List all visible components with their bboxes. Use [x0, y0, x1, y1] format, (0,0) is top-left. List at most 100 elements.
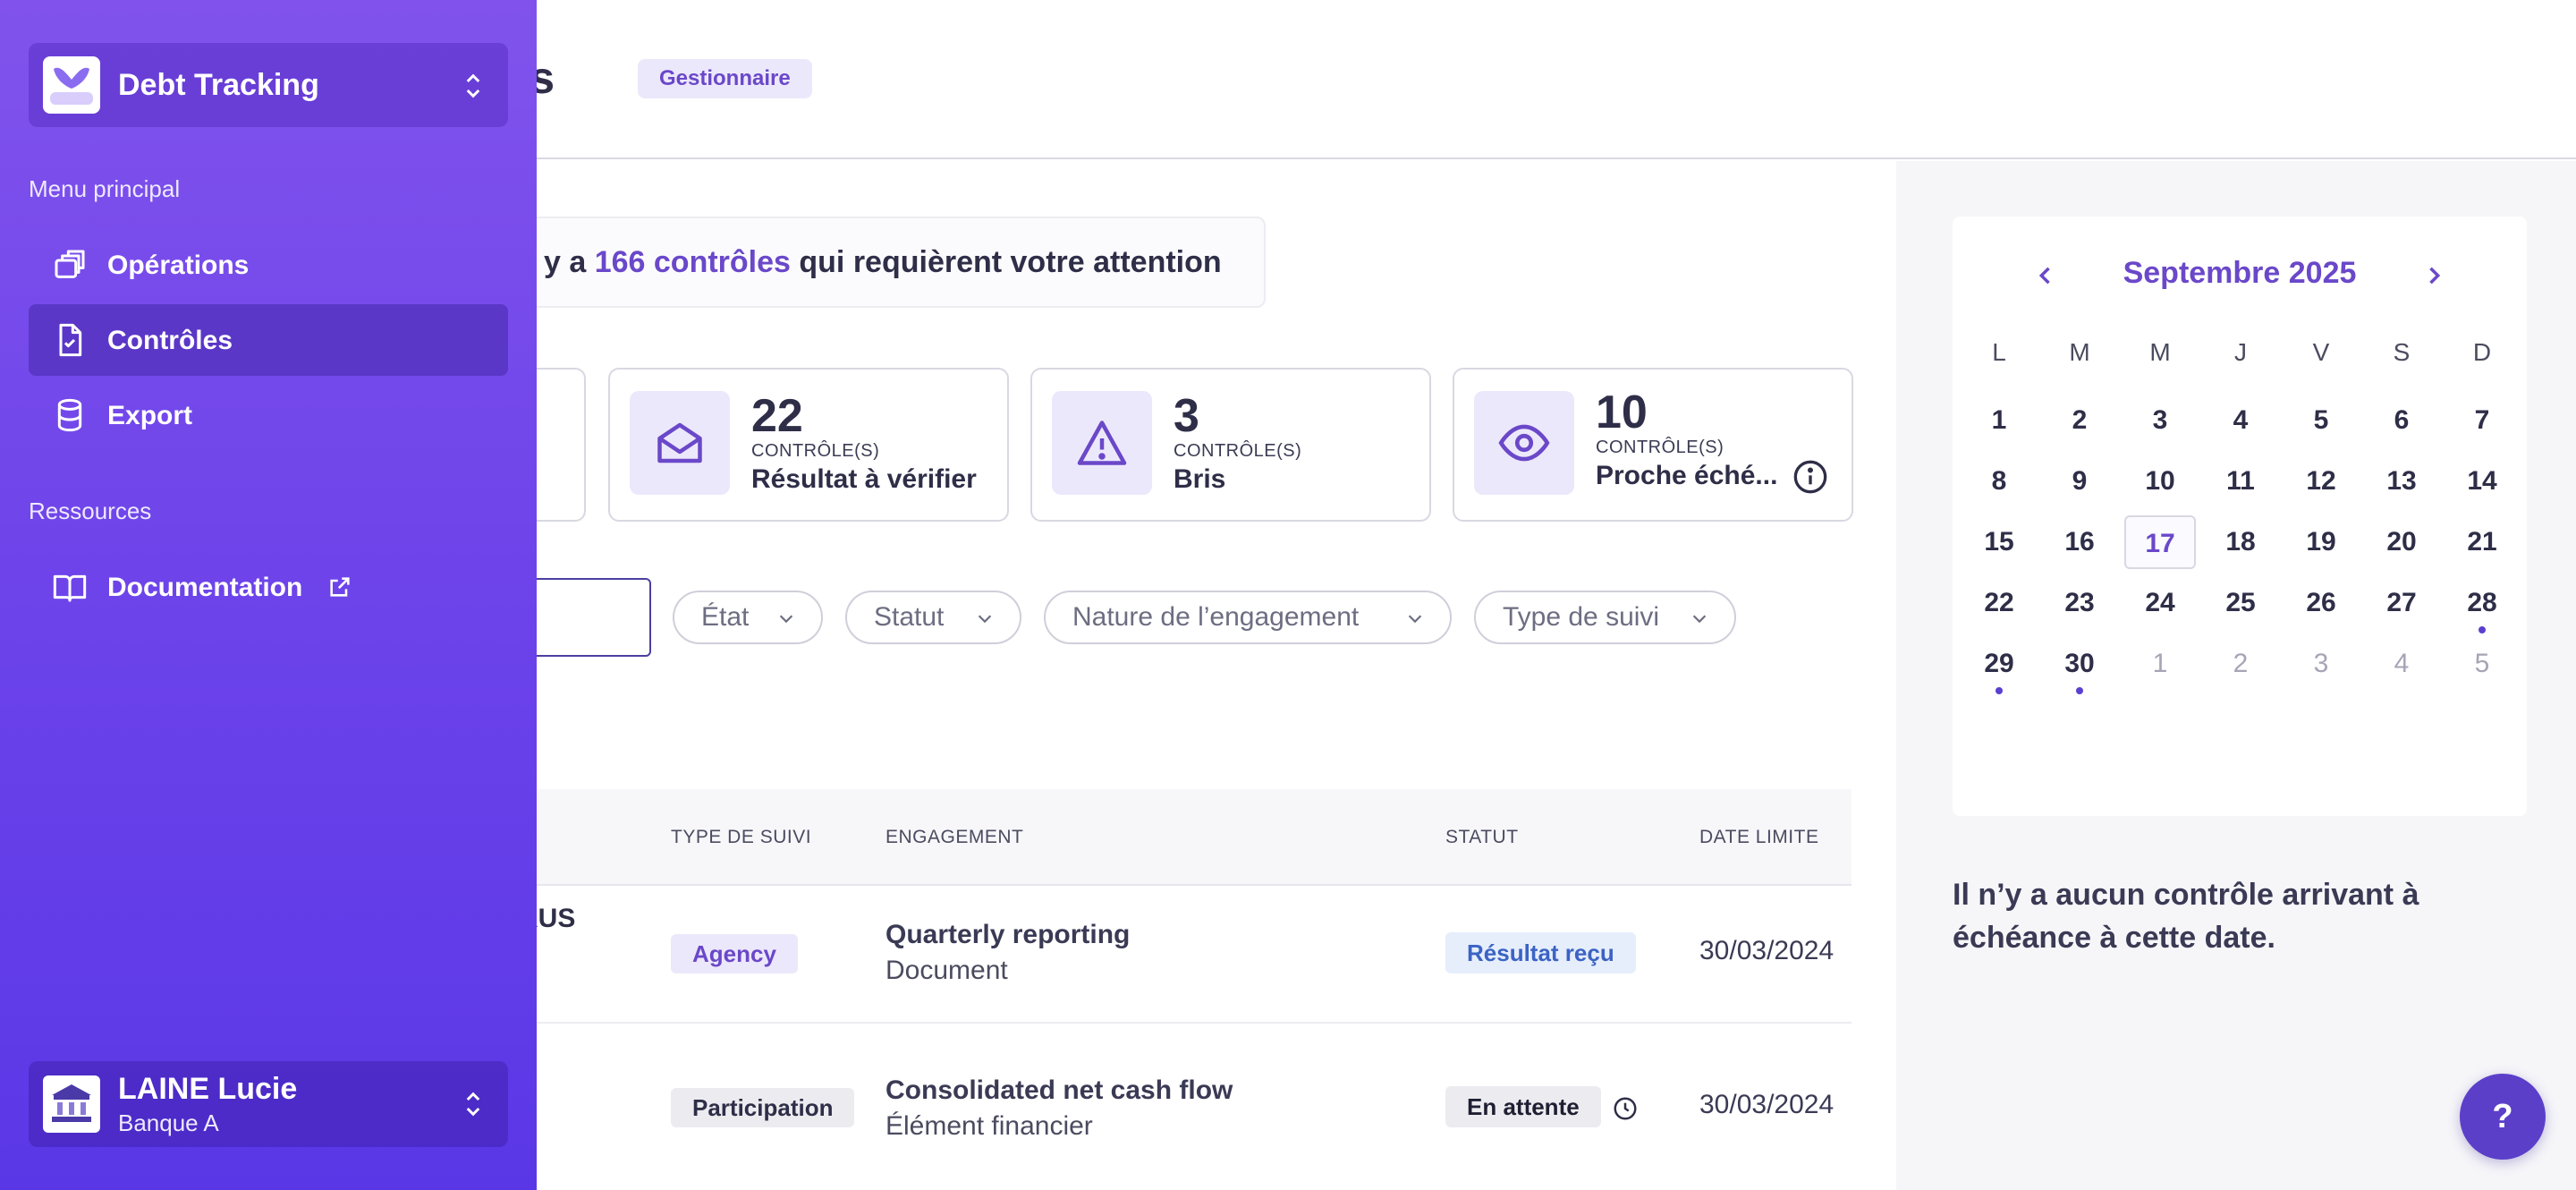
calendar-day[interactable]: 7: [2474, 405, 2490, 435]
calendar-day[interactable]: 2: [2072, 405, 2088, 435]
calendar-day[interactable]: 5: [2474, 649, 2490, 678]
file-check-icon: [59, 323, 82, 357]
chevron-down-icon: [779, 615, 793, 624]
calendar-day[interactable]: 5: [2313, 405, 2329, 435]
stat-value: 3: [1174, 390, 1199, 442]
attention-count[interactable]: 166 contrôles: [594, 245, 791, 279]
next-month-button[interactable]: [2416, 258, 2452, 293]
filter-nature[interactable]: Nature de l’engagement: [1044, 591, 1452, 644]
stat-card-breach[interactable]: 3 CONTRÔLE(S) Bris: [1030, 368, 1431, 522]
stat-card-result[interactable]: 22 CONTRÔLE(S) Résultat à vérifier: [608, 368, 1009, 522]
calendar-day[interactable]: 19: [2306, 527, 2336, 557]
calendar-day[interactable]: 27: [2386, 588, 2417, 617]
calendar-day[interactable]: 3: [2313, 649, 2329, 678]
engagement-title: Consolidated net cash flow: [886, 1075, 1233, 1105]
calendar-day[interactable]: 1: [2152, 649, 2168, 678]
filter-statut[interactable]: Statut: [845, 591, 1021, 644]
stat-label: Bris: [1174, 464, 1226, 494]
sidebar-item-export[interactable]: Export: [29, 379, 508, 451]
sidebar-item-label: Contrôles: [107, 326, 233, 355]
calendar-day[interactable]: 9: [2072, 466, 2088, 496]
calendar-day[interactable]: 22: [1984, 588, 2014, 617]
previous-month-button[interactable]: [2028, 258, 2063, 293]
calendar-day[interactable]: 1: [1991, 405, 2007, 435]
type-tag: Agency: [671, 934, 798, 973]
calendar-day[interactable]: 3: [2152, 405, 2168, 435]
chevron-down-icon: [1408, 615, 1422, 624]
type-tag: Participation: [671, 1088, 855, 1127]
calendar-day[interactable]: 23: [2064, 588, 2095, 617]
calendar-day[interactable]: 8: [1991, 466, 2007, 496]
calendar-day[interactable]: 28: [2467, 588, 2497, 617]
stat-card-due-soon[interactable]: 10 CONTRÔLE(S) Proche éché...: [1453, 368, 1853, 522]
filter-label: Type de suivi: [1503, 602, 1660, 632]
sidebar: Debt Tracking Menu principal Opérations …: [0, 0, 537, 1190]
calendar-empty-message: Il n’y a aucun contrôle arrivant à échéa…: [1953, 878, 2419, 955]
app-switcher[interactable]: Debt Tracking: [29, 43, 508, 127]
engagement-subtitle: Élément financier: [886, 1111, 1093, 1141]
book-open-icon: [53, 574, 87, 602]
stat-unit: CONTRÔLE(S): [1596, 438, 1724, 457]
calendar-day[interactable]: 4: [2233, 405, 2249, 435]
chevron-down-icon: [978, 615, 992, 624]
role-badge: Gestionnaire: [638, 59, 812, 98]
filter-etat[interactable]: État: [673, 591, 823, 644]
calendar-day[interactable]: 4: [2394, 649, 2410, 678]
help-button[interactable]: ?: [2460, 1074, 2546, 1160]
section-label-resources: Ressources: [29, 497, 152, 524]
stat-value: 22: [751, 390, 803, 442]
column-header-type[interactable]: TYPE DE SUIVI: [671, 827, 812, 847]
table-row[interactable]: Participation Consolidated net cash flow…: [483, 1024, 1852, 1190]
section-label-main: Menu principal: [29, 175, 181, 202]
filter-type-suivi[interactable]: Type de suivi: [1474, 591, 1736, 644]
calendar-weekday: M: [2069, 338, 2090, 366]
database-icon: [57, 398, 82, 432]
chevron-up-down-icon: [466, 1092, 480, 1117]
attention-text: y a 166 contrôles qui requièrent votre a…: [544, 245, 1222, 279]
column-header-engagement[interactable]: ENGAGEMENT: [886, 827, 1024, 847]
calendar-day[interactable]: 6: [2394, 405, 2410, 435]
calendar-day[interactable]: 18: [2225, 527, 2256, 557]
calendar-day[interactable]: 13: [2386, 466, 2417, 496]
stat-unit: CONTRÔLE(S): [1174, 441, 1302, 461]
calendar-day[interactable]: 11: [2226, 466, 2255, 496]
sidebar-item-controles[interactable]: Contrôles: [29, 304, 508, 376]
column-header-status[interactable]: STATUT: [1445, 827, 1519, 847]
deadline-date: 30/03/2024: [1699, 936, 1835, 965]
calendar-day[interactable]: 21: [2467, 527, 2497, 557]
sidebar-item-label: Opérations: [107, 251, 250, 280]
info-icon[interactable]: [1792, 459, 1828, 495]
status-badge: Résultat reçu: [1445, 932, 1636, 973]
calendar-day[interactable]: 14: [2467, 466, 2497, 496]
calendar-day[interactable]: 20: [2386, 527, 2417, 557]
table-row[interactable]: RUS Agency Quarterly reporting Document …: [483, 886, 1852, 1024]
column-header-deadline[interactable]: DATE LIMITE: [1699, 827, 1819, 847]
calendar-day[interactable]: 24: [2145, 588, 2175, 617]
calendar-day[interactable]: 25: [2225, 588, 2256, 617]
stat-label: Résultat à vérifier: [751, 464, 977, 494]
calendar-weekday: D: [2472, 338, 2492, 366]
calendar-day[interactable]: 2: [2233, 649, 2249, 678]
status-badge: En attente: [1445, 1086, 1601, 1127]
chevron-left-icon: [2038, 267, 2050, 285]
calendar-day[interactable]: 10: [2145, 466, 2175, 496]
calendar-day[interactable]: 30: [2064, 649, 2095, 678]
filter-label: État: [701, 602, 750, 632]
calendar-day[interactable]: 16: [2064, 527, 2095, 557]
calendar-day[interactable]: 26: [2306, 588, 2336, 617]
app-logo: [43, 56, 100, 114]
calendar-day[interactable]: 29: [1984, 649, 2014, 678]
filter-label: Statut: [874, 602, 945, 632]
sidebar-item-label: Documentation: [107, 573, 303, 602]
sidebar-item-operations[interactable]: Opérations: [29, 229, 508, 301]
attention-banner: y a 166 contrôles qui requièrent votre a…: [483, 217, 1266, 308]
event-dot: [1996, 687, 2003, 694]
calendar-day[interactable]: 15: [1984, 527, 2014, 557]
sidebar-item-documentation[interactable]: Documentation: [29, 551, 508, 623]
app-name: Debt Tracking: [118, 68, 319, 102]
calendar-weekday: S: [2393, 338, 2411, 366]
calendar-day[interactable]: 12: [2306, 466, 2336, 496]
user-switcher[interactable]: LAINE Lucie Banque A: [29, 1061, 508, 1147]
calendar-day[interactable]: 17: [2124, 515, 2196, 569]
external-link-icon: [330, 577, 350, 597]
